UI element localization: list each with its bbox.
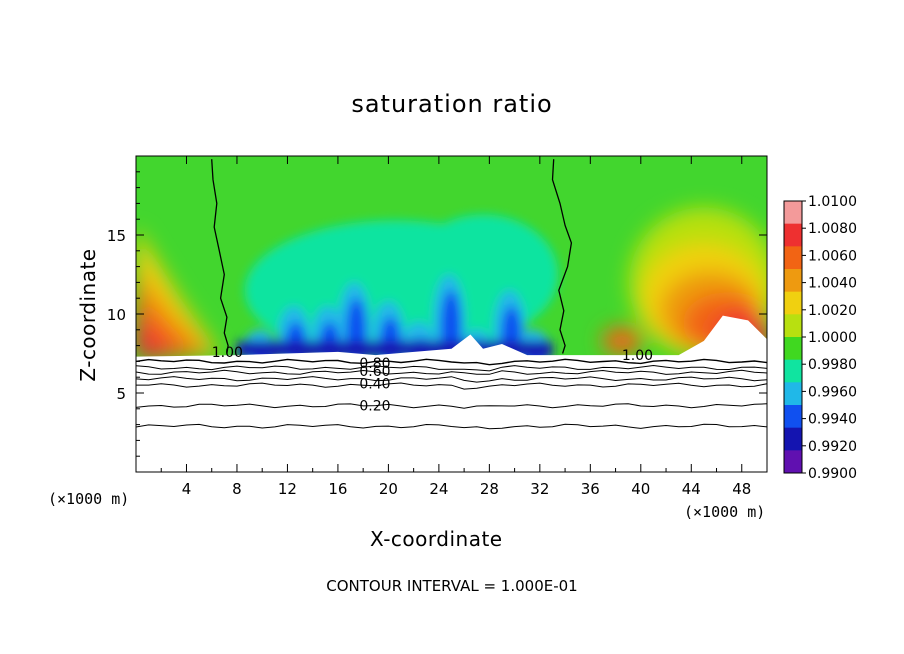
contour-label: 0.60 <box>359 364 390 380</box>
x-tick-label: 40 <box>631 480 650 498</box>
contour-line <box>136 369 767 375</box>
colorbar-label: 1.0020 <box>808 303 857 319</box>
y-tick-label: 15 <box>107 227 126 245</box>
colorbar-swatch <box>784 201 802 225</box>
y-tick-label: 10 <box>107 306 126 324</box>
right-warm-blob <box>601 326 642 355</box>
y-tick-label: 5 <box>116 385 126 403</box>
left-warm-region <box>136 227 220 359</box>
x-axis-label: X-coordinate <box>370 527 503 551</box>
colorbar-label: 0.9940 <box>808 412 857 428</box>
colorbar-swatch <box>784 314 802 338</box>
contour-line <box>136 423 767 430</box>
plume-halo <box>408 214 559 335</box>
colorbar-swatch <box>784 337 802 361</box>
contour-labels: 1.00 1.00 0.800.600.40 0.20 <box>212 345 653 415</box>
x-tick-label: 16 <box>328 480 347 498</box>
contour-label: 0.20 <box>359 399 390 415</box>
colorbar-swatch <box>784 291 802 315</box>
contour-line <box>136 403 767 409</box>
x-tick-label: 20 <box>379 480 398 498</box>
subsaturated-region <box>136 315 767 472</box>
colorbar-label: 1.0060 <box>808 248 857 264</box>
colorbar-label: 0.9980 <box>808 357 857 373</box>
x-tick-label: 48 <box>732 480 751 498</box>
saturation-boundary-line <box>551 159 573 354</box>
chart-title: saturation ratio <box>351 90 553 118</box>
x-tick-label: 4 <box>182 480 192 498</box>
colorbar-label: 0.9900 <box>808 466 857 482</box>
contour-line <box>136 382 767 390</box>
colorbar-swatch <box>784 269 802 293</box>
x-tick-label: 24 <box>429 480 448 498</box>
contour-interval-note: CONTOUR INTERVAL = 1.000E-01 <box>326 577 578 595</box>
colorbar-label: 1.0100 <box>808 194 857 210</box>
contour-line <box>136 376 767 383</box>
colorbar-label: 0.9920 <box>808 439 857 455</box>
x-tick-label: 8 <box>232 480 242 498</box>
saturation-field <box>136 156 767 472</box>
x-tick-label: 12 <box>278 480 297 498</box>
colorbar-swatch <box>784 450 802 474</box>
colorbar-swatch <box>784 246 802 270</box>
contour-label: 0.40 <box>359 377 390 393</box>
contour-label: 1.00 <box>622 348 653 364</box>
colorbar-swatch <box>784 427 802 451</box>
x-tick-label: 28 <box>480 480 499 498</box>
colorbar-swatch <box>784 359 802 383</box>
contour-line <box>136 358 767 366</box>
colorbar-label: 0.9960 <box>808 384 857 400</box>
left-warm-band <box>136 314 174 359</box>
x-axis-unit-left: (×1000 m) <box>48 490 130 508</box>
contour-label: 0.80 <box>359 356 390 372</box>
contour-label: 1.00 <box>212 345 243 361</box>
colorbar-swatch <box>784 223 802 247</box>
colorbar-label: 1.0000 <box>808 330 857 346</box>
colorbar: 1.0100 1.0080 1.0060 1.0040 1.0020 1.0000 0.99… <box>783 194 857 482</box>
colorbar-label: 1.0080 <box>808 221 857 237</box>
x-tick-label: 44 <box>682 480 701 498</box>
colorbar-swatch <box>784 382 802 406</box>
colorbar-swatch <box>784 405 802 429</box>
x-axis-unit-right: (×1000 m) <box>684 503 766 521</box>
saturation-boundary-line <box>211 159 229 354</box>
contour-lines <box>136 159 767 430</box>
contour-line <box>136 364 767 372</box>
x-tick-label: 32 <box>530 480 549 498</box>
colorbar-label: 1.0040 <box>808 276 857 292</box>
x-tick-label: 36 <box>581 480 600 498</box>
